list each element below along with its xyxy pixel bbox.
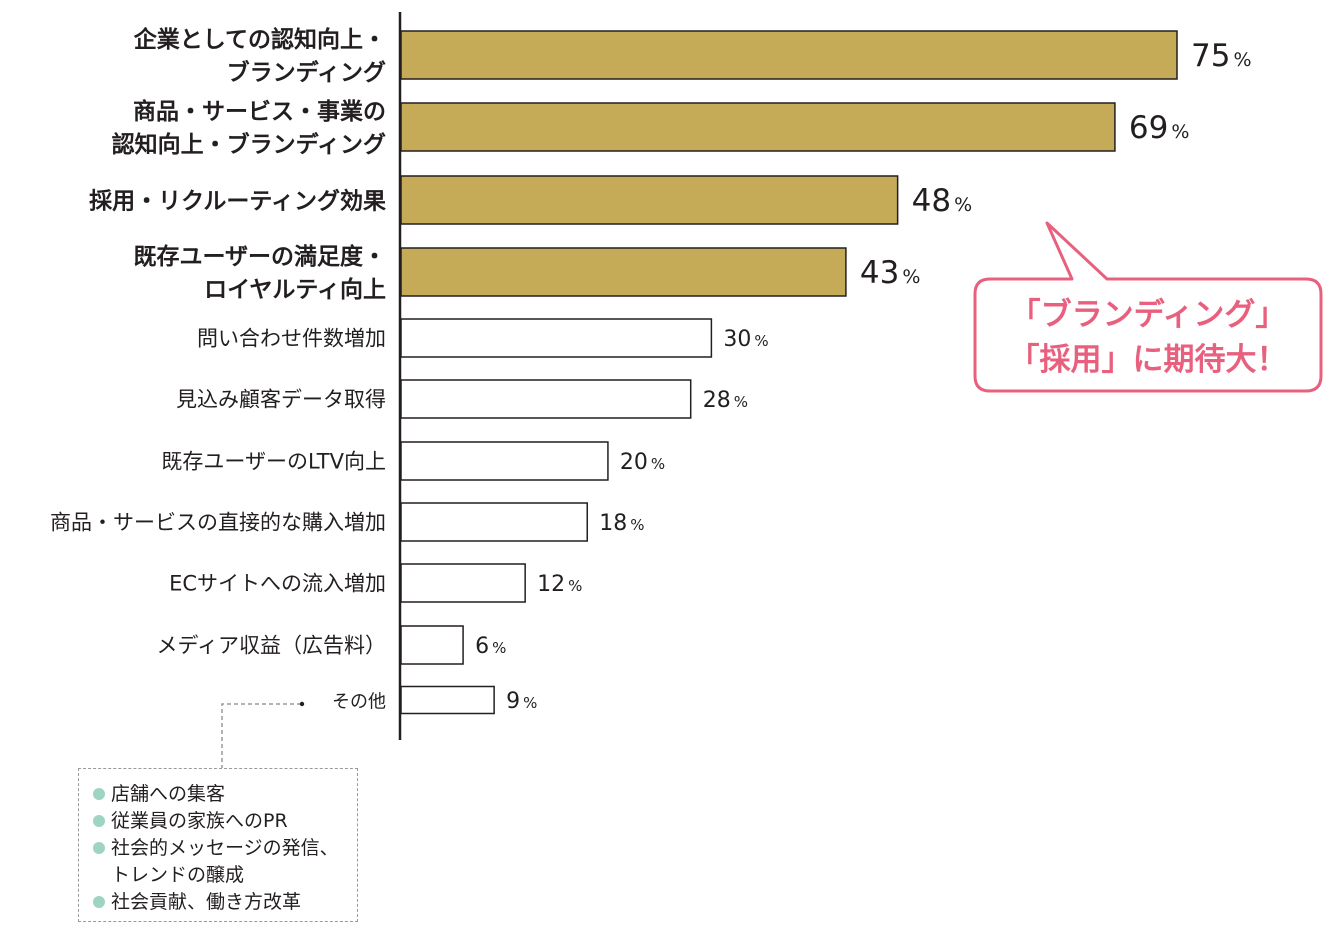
- value-labels-layer: 75 %69 % 48 % 43 % 30 % 28 % 20 % 18 % 12 % 6 % 9%: [475, 38, 1251, 714]
- bar: [400, 318, 713, 358]
- value-label: 28%: [703, 388, 748, 413]
- bullet-dot-icon: [93, 896, 105, 908]
- category-label: 企業としての認知向上・ブランディング: [133, 26, 386, 86]
- callout-line-1: 「ブランディング」: [1010, 297, 1287, 333]
- category-label: 見込み顧客データ取得: [176, 388, 386, 412]
- category-label: 商品・サービスの直接的な購入増加: [50, 511, 386, 535]
- other-note-item: 社会貢献、働き方改革: [93, 889, 357, 916]
- bar: [400, 102, 1116, 152]
- bars-layer: [400, 30, 1178, 715]
- other-note-leader: [221, 701, 305, 768]
- bar: [400, 685, 495, 715]
- bar: [400, 441, 609, 481]
- category-label: 既存ユーザーの満足度・ロイヤルティ向上: [133, 243, 386, 303]
- other-note-box: 店舗への集客 従業員の家族へのPR 社会的メッセージの発信、 トレンドの醸成 社…: [78, 768, 358, 922]
- value-label: 12%: [537, 572, 582, 597]
- value-label: 20%: [620, 450, 665, 475]
- other-note-text: 従業員の家族へのPR: [111, 810, 288, 832]
- value-label: 48%: [912, 183, 973, 219]
- callout-shape: [973, 221, 1323, 393]
- other-note-item: 店舗への集客: [93, 781, 357, 808]
- other-note-item: 社会的メッセージの発信、 トレンドの醸成: [93, 835, 357, 889]
- value-label: 69%: [1129, 110, 1190, 146]
- category-label: 商品・サービス・事業の認知向上・ブランディング: [112, 98, 386, 158]
- category-label: 採用・リクルーティング効果: [89, 187, 386, 214]
- bullet-dot-icon: [93, 788, 105, 800]
- bar: [400, 247, 847, 297]
- value-label: 75%: [1191, 38, 1252, 74]
- bar: [400, 563, 526, 603]
- bar: [400, 30, 1178, 80]
- callout-line-2: 「採用」に期待大！: [1009, 342, 1288, 378]
- bullet-dot-icon: [93, 842, 105, 854]
- other-note-text: 社会的メッセージの発信、 トレンドの醸成: [111, 837, 339, 886]
- value-label: 43%: [860, 255, 921, 291]
- bar: [400, 625, 464, 665]
- value-label: 6%: [475, 634, 506, 659]
- value-label: 30%: [723, 327, 768, 352]
- value-label: 9%: [506, 689, 537, 714]
- category-label: その他: [332, 692, 386, 713]
- bar: [400, 379, 692, 419]
- bar: [400, 175, 899, 225]
- other-note-text: 店舗への集客: [111, 783, 226, 805]
- other-note-text: 社会貢献、働き方改革: [111, 891, 302, 913]
- other-note-item: 従業員の家族へのPR: [93, 808, 357, 835]
- category-label: 既存ユーザーのLTV向上: [161, 450, 386, 474]
- category-label: メディア収益（広告料）: [156, 634, 386, 658]
- bullet-dot-icon: [93, 815, 105, 827]
- bar: [400, 502, 588, 542]
- category-label: 問い合わせ件数増加: [197, 327, 386, 351]
- category-labels-layer: 企業としての認知向上・ブランディング商品・サービス・事業の認知向上・ブランディン…: [50, 26, 386, 713]
- callout-bubble: 「ブランディング」 「採用」に期待大！: [973, 221, 1323, 393]
- category-label: ECサイトへの流入増加: [169, 572, 386, 596]
- value-label: 18%: [599, 511, 644, 536]
